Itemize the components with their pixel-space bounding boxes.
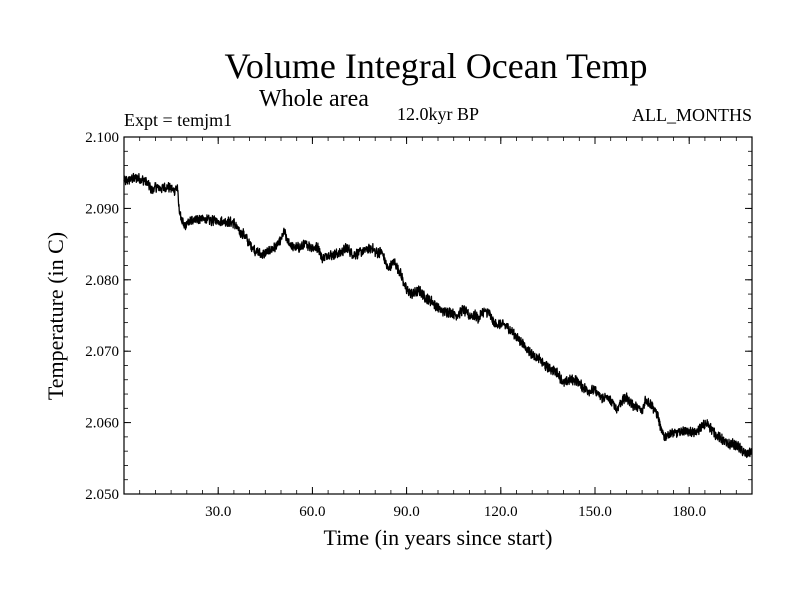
chart-title: Volume Integral Ocean Temp [224,46,647,86]
y-tick-label: 2.080 [85,273,119,289]
y-tick-label: 2.090 [85,201,119,217]
plot-frame [123,136,753,495]
y-tick-label: 2.100 [85,130,119,146]
x-tick-label: 30.0 [205,504,231,520]
x-tick-label: 180.0 [672,504,706,520]
annotation-experiment: Expt = temjm1 [124,110,232,130]
y-axis-label: Temperature (in C) [43,232,68,400]
plot-area: 2.050 2.060 2.070 2.080 2.090 2.100 30.0 60.0 90… [85,130,753,520]
chart-subtitle: Whole area [259,86,369,112]
x-axis-label: Time (in years since start) [324,525,553,550]
x-tick-label: 90.0 [393,504,419,520]
annotation-period: 12.0kyr BP [397,104,479,124]
y-tick-label: 2.060 [85,416,119,432]
x-tick-label: 120.0 [484,504,518,520]
series-line [123,172,753,459]
x-tick-label: 60.0 [299,504,325,520]
y-tick-label: 2.050 [85,487,119,503]
x-tick-label: 150.0 [578,504,612,520]
y-tick-label: 2.070 [85,344,119,360]
annotation-months: ALL_MONTHS [632,105,752,125]
